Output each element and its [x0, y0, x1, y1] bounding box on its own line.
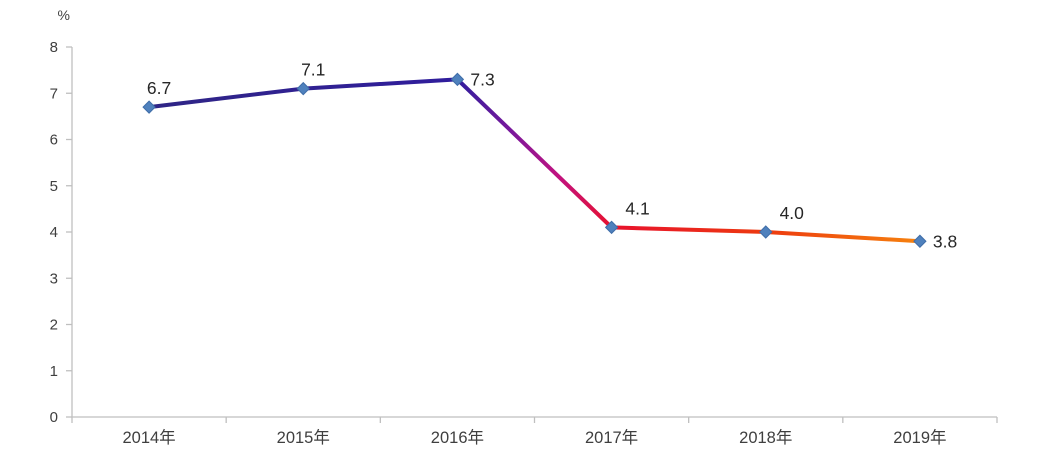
data-point-label: 4.1	[625, 198, 649, 218]
x-category-label: 2018年	[739, 428, 792, 447]
y-tick-label: 1	[50, 363, 58, 380]
x-category-label: 2014年	[122, 428, 175, 447]
x-category-label: 2015年	[277, 428, 330, 447]
data-point-label: 7.3	[470, 69, 494, 89]
y-tick-label: 6	[50, 132, 58, 149]
y-tick-label: 8	[50, 39, 58, 56]
series-line	[147, 77, 922, 244]
data-point-label: 3.8	[933, 231, 957, 251]
data-point-marker	[450, 72, 465, 87]
data-point-marker	[913, 234, 927, 248]
data-point-label: 6.7	[147, 78, 171, 98]
y-tick-label: 5	[50, 178, 58, 195]
x-category-label: 2017年	[585, 428, 638, 447]
data-point-marker	[604, 220, 619, 235]
data-point-label: 4.0	[780, 203, 805, 223]
y-tick-label: 3	[50, 270, 58, 287]
x-category-label: 2016年	[431, 428, 484, 447]
y-tick-label: 0	[50, 409, 58, 426]
data-point-marker	[296, 81, 310, 96]
y-tick-label: 4	[50, 224, 58, 241]
data-point-label: 7.1	[301, 60, 325, 80]
data-point-marker	[759, 225, 773, 239]
x-category-label: 2019年	[893, 428, 946, 447]
y-tick-label: 2	[50, 317, 58, 334]
y-tick-label: 7	[50, 85, 58, 102]
y-axis-unit-label: %	[58, 7, 70, 23]
data-point-marker	[142, 100, 156, 114]
